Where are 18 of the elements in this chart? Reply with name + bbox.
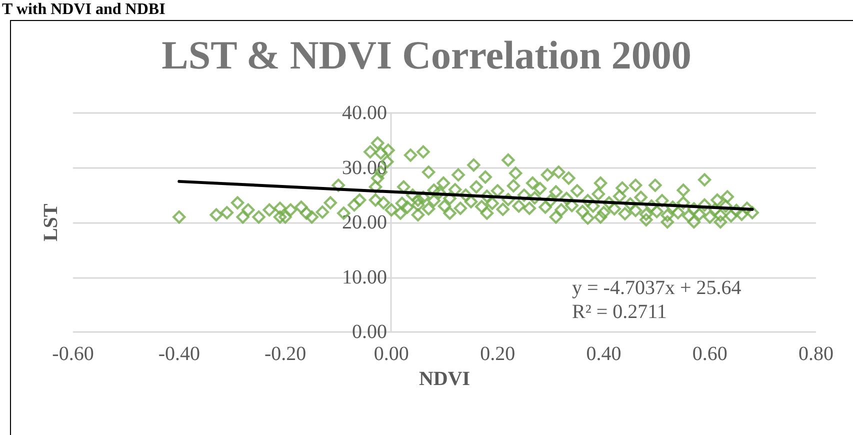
y-tick-label: 40.00: [342, 102, 387, 124]
annotation: R² = 0.2711: [572, 301, 667, 323]
x-tick-label: 0.80: [798, 343, 834, 365]
x-tick-label: -0.20: [264, 343, 306, 365]
x-tick-label: 0.20: [480, 343, 516, 365]
x-tick-label: 0.40: [586, 343, 622, 365]
chart-title: LST & NDVI Correlation 2000: [162, 32, 692, 78]
x-axis-title: NDVI: [418, 368, 470, 390]
x-tick-label: 0.60: [692, 343, 728, 365]
annotation: y = -4.7037x + 25.64: [572, 277, 742, 299]
y-tick-label: 10.00: [342, 266, 387, 288]
text: T with NDVI and NDBI: [2, 1, 166, 19]
x-tick-label: 0.00: [374, 343, 409, 365]
y-tick-label: 0.00: [352, 321, 387, 343]
y-axis-title: LST: [40, 202, 62, 242]
x-tick-label: -0.40: [158, 343, 200, 365]
x-tick-label: -0.60: [52, 343, 94, 365]
y-tick-label: 20.00: [342, 212, 387, 234]
